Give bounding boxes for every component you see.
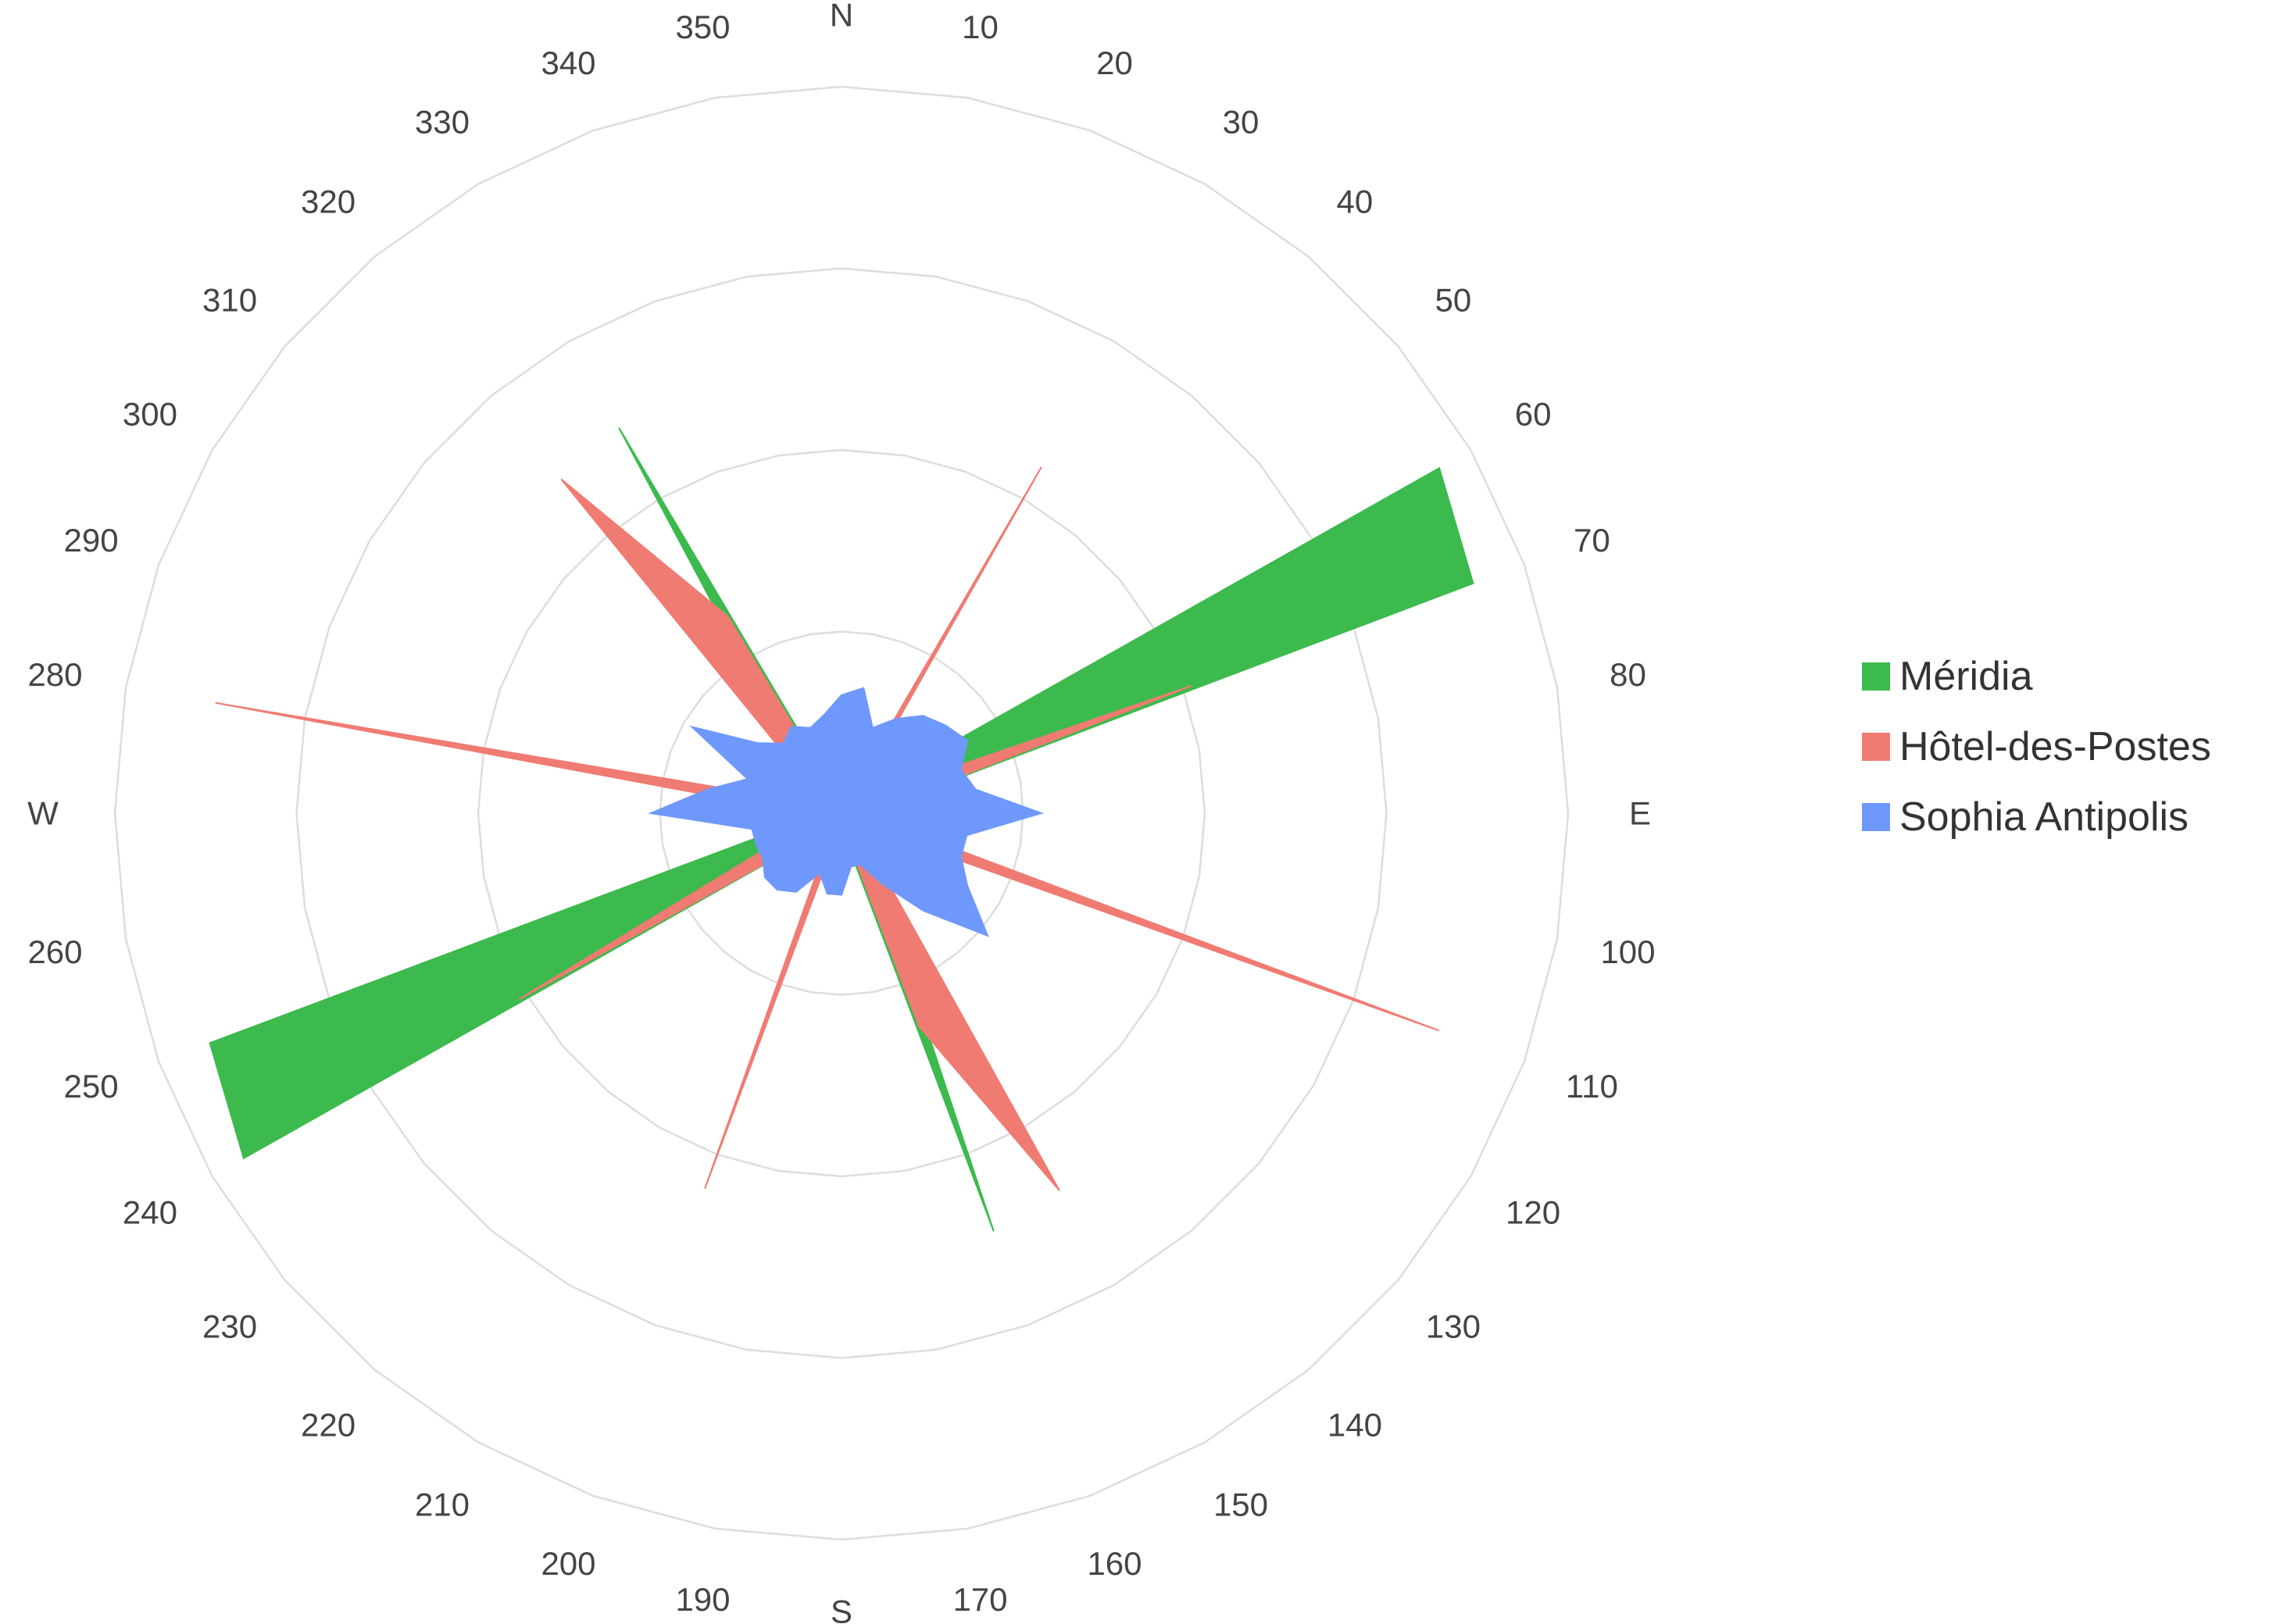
angular-tick-label: 350 — [675, 9, 730, 45]
angular-tick-label: 160 — [1087, 1545, 1142, 1582]
angular-tick-label: 170 — [952, 1581, 1007, 1618]
angular-tick-label: 70 — [1574, 522, 1610, 559]
angular-tick-label: N — [830, 0, 853, 34]
angular-tick-label: E — [1629, 795, 1651, 832]
angular-tick-label: 30 — [1223, 103, 1260, 140]
angular-tick-label: S — [831, 1594, 852, 1624]
angular-tick-label: 200 — [541, 1545, 595, 1582]
legend-label: Sophia Antipolis — [1899, 794, 2189, 840]
legend: Méridia Hôtel-des-Postes Sophia Antipolis — [1862, 654, 2211, 840]
angular-tick-label: 60 — [1515, 396, 1552, 433]
angular-tick-label: 250 — [64, 1068, 119, 1105]
angular-tick-label: 10 — [962, 9, 999, 45]
angular-tick-label: 330 — [415, 103, 470, 140]
angular-tick-label: 20 — [1096, 45, 1133, 81]
angular-tick-label: 260 — [27, 933, 82, 970]
angular-tick-label: 230 — [202, 1308, 257, 1344]
angular-tick-label: 280 — [27, 656, 82, 693]
angular-tick-labels: N 10 20 30 40 50 60 70 80 E 100 110 120 130 140 150 160 1… — [27, 0, 1655, 1624]
angular-tick-label: 110 — [1566, 1068, 1618, 1105]
angular-tick-label: 40 — [1337, 184, 1374, 220]
angular-tick-label: 140 — [1327, 1406, 1382, 1443]
series-layer — [209, 427, 1474, 1232]
angular-tick-label: 290 — [64, 522, 119, 559]
legend-swatch — [1862, 803, 1890, 831]
angular-tick-label: W — [27, 795, 59, 832]
angular-tick-label: 310 — [202, 282, 257, 319]
angular-tick-label: 340 — [541, 45, 595, 81]
angular-tick-label: 120 — [1506, 1194, 1560, 1231]
angular-tick-label: 50 — [1435, 282, 1472, 319]
legend-label: Méridia — [1899, 654, 2033, 699]
angular-tick-label: 130 — [1426, 1308, 1481, 1344]
legend-swatch — [1862, 662, 1890, 691]
grid-ring — [113, 85, 1570, 1541]
angular-tick-label: 240 — [123, 1194, 177, 1231]
angular-tick-label: 80 — [1610, 656, 1646, 693]
series-area-2 — [648, 687, 1045, 937]
legend-label: Hôtel-des-Postes — [1899, 724, 2211, 769]
angular-tick-label: 220 — [301, 1406, 356, 1443]
angular-tick-label: 300 — [123, 396, 177, 433]
angular-tick-label: 150 — [1213, 1487, 1268, 1523]
angular-tick-label: 320 — [301, 184, 356, 220]
angular-tick-label: 190 — [675, 1581, 730, 1618]
legend-swatch — [1862, 733, 1890, 761]
angular-tick-label: 100 — [1600, 933, 1655, 970]
angular-tick-label: 210 — [415, 1487, 470, 1523]
